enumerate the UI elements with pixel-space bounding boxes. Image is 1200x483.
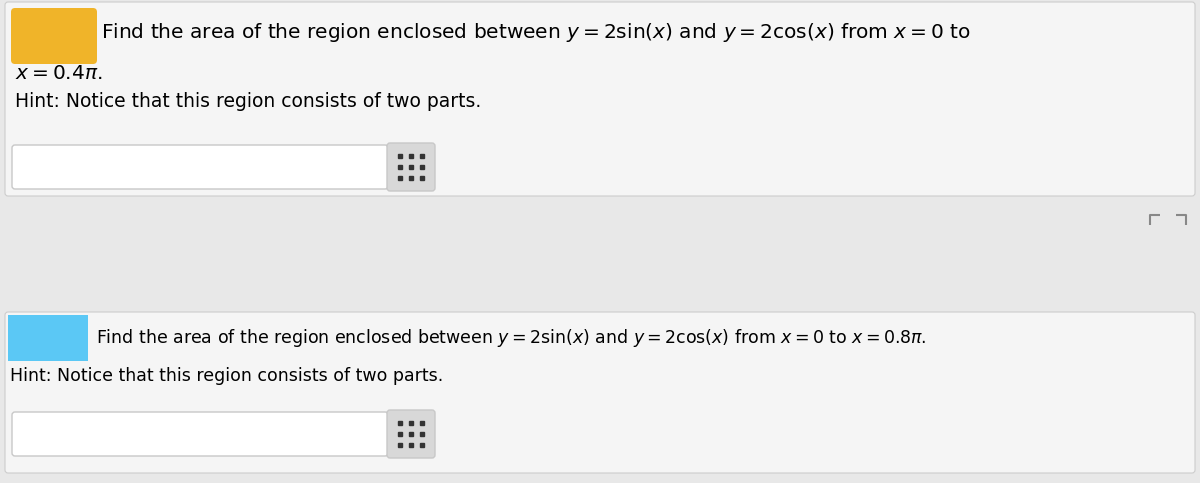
Text: Find the area of the region enclosed between $y = 2\sin(x)$ and $y = 2\cos(x)$ f: Find the area of the region enclosed bet… [96,327,926,349]
FancyBboxPatch shape [12,412,388,456]
FancyBboxPatch shape [386,143,436,191]
FancyBboxPatch shape [11,8,97,64]
Text: Find the area of the region enclosed between $y = 2\sin(x)$ and $y = 2\cos(x)$ f: Find the area of the region enclosed bet… [101,20,971,43]
FancyBboxPatch shape [5,312,1195,473]
Text: Hint: Notice that this region consists of two parts.: Hint: Notice that this region consists o… [14,92,481,111]
FancyBboxPatch shape [8,315,88,361]
Text: $x = 0.4\pi$.: $x = 0.4\pi$. [14,64,102,83]
FancyBboxPatch shape [5,2,1195,196]
FancyBboxPatch shape [386,410,436,458]
Text: Hint: Notice that this region consists of two parts.: Hint: Notice that this region consists o… [10,367,443,385]
FancyBboxPatch shape [12,145,388,189]
